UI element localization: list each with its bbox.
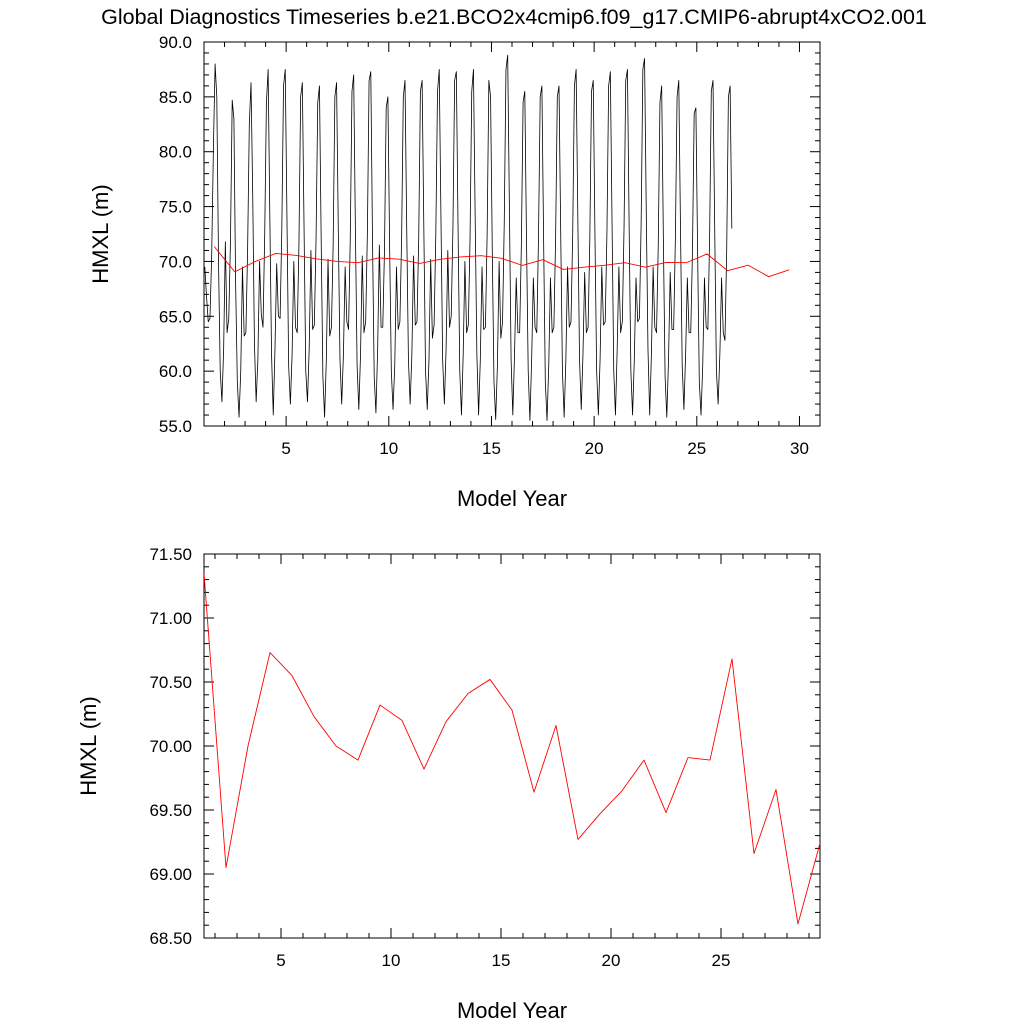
- y-axis-label: HMXL (m): [76, 696, 101, 795]
- y-tick-label: 85.0: [159, 88, 192, 107]
- x-tick-label: 10: [379, 439, 398, 458]
- y-tick-label: 80.0: [159, 143, 192, 162]
- x-tick-label: 10: [382, 951, 401, 970]
- plot-frame: [203, 41, 821, 427]
- plot-frame: [203, 553, 821, 939]
- series-line-monthly: [204, 54, 733, 421]
- series-line-annual-mean: [204, 573, 820, 925]
- x-tick-label: 25: [687, 439, 706, 458]
- y-tick-label: 60.0: [159, 362, 192, 381]
- y-tick-label: 69.50: [149, 801, 192, 820]
- y-tick-label: 71.00: [149, 609, 192, 628]
- y-tick-label: 70.0: [159, 252, 192, 271]
- x-tick-label: 30: [790, 439, 809, 458]
- x-tick-label: 15: [482, 439, 501, 458]
- x-tick-label: 20: [602, 951, 621, 970]
- x-tick-label: 5: [276, 951, 285, 970]
- y-tick-label: 55.0: [159, 417, 192, 436]
- x-axis-label: Model Year: [457, 486, 567, 511]
- y-tick-label: 70.50: [149, 673, 192, 692]
- y-tick-label: 90.0: [159, 33, 192, 52]
- y-tick-label: 65.0: [159, 307, 192, 326]
- timeseries-panel-annual: 5 10 15 20 25 68.50 69.00 69.50 70.00 70.50 71.00 7…: [76, 545, 821, 1023]
- y-axis-label: HMXL (m): [88, 184, 113, 283]
- y-tick-label: 75.0: [159, 198, 192, 217]
- x-tick-label: 20: [585, 439, 604, 458]
- y-tick-label: 69.00: [149, 865, 192, 884]
- y-tick-label: 70.00: [149, 737, 192, 756]
- timeseries-panel-monthly: 5 10 15 20 25 30 55.0 60.0 65.0 70.0 75.0 80.0 85.0 9…: [88, 33, 821, 511]
- x-tick-label: 5: [281, 439, 290, 458]
- figure-title: Global Diagnostics Timeseries b.e21.BCO2…: [101, 5, 927, 29]
- y-tick-label: 68.50: [149, 929, 192, 948]
- x-tick-label: 25: [712, 951, 731, 970]
- x-axis-label: Model Year: [457, 998, 567, 1023]
- y-tick-label: 71.50: [149, 545, 192, 564]
- series-line-annual-mean: [213, 246, 790, 278]
- x-tick-label: 15: [492, 951, 511, 970]
